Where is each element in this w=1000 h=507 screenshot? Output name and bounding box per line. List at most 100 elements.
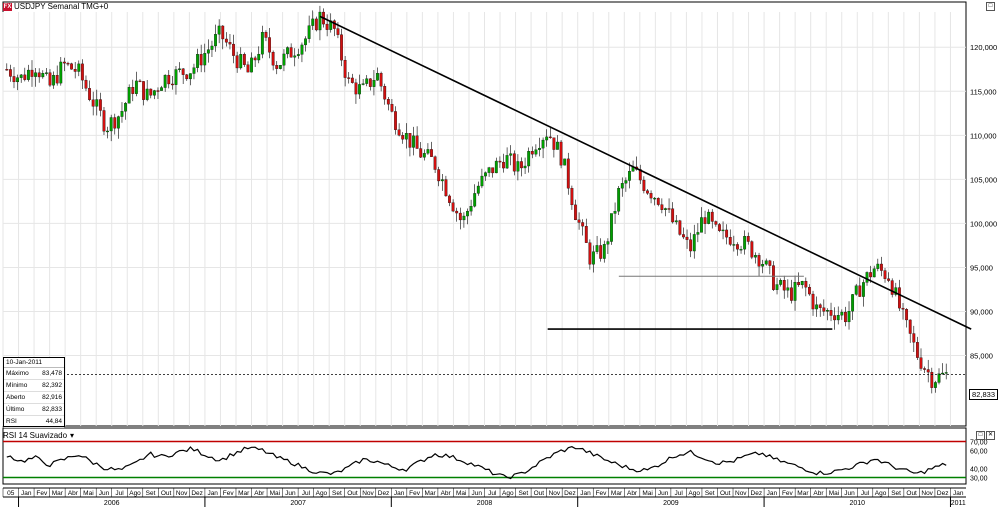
candle-body xyxy=(757,255,761,267)
year-label: 2009 xyxy=(663,500,679,507)
month-label: Set xyxy=(518,490,528,497)
month-label: Set xyxy=(891,490,901,497)
month-label: Out xyxy=(534,490,545,497)
month-label: Mar xyxy=(611,490,623,497)
candle-body xyxy=(264,31,268,38)
month-label: Mai xyxy=(829,490,839,497)
candle-body xyxy=(242,54,246,65)
rsi-panel-title[interactable]: RSI 14 Suavizado ▾ xyxy=(3,431,74,440)
info-row: Máximo 83,478 xyxy=(4,368,64,380)
candle-body xyxy=(786,287,790,291)
month-label: Nov xyxy=(735,490,747,497)
month-label: Set xyxy=(705,490,715,497)
y-tick-label: 90,000 xyxy=(970,307,993,316)
candle-body xyxy=(602,244,606,259)
rsi-tick-label: 60,00 xyxy=(970,449,988,456)
candle-body xyxy=(743,236,747,250)
candle-body xyxy=(768,260,772,266)
candle-body xyxy=(476,185,480,194)
candle-body xyxy=(682,234,685,238)
candle-body xyxy=(736,244,739,250)
candle-body xyxy=(570,188,574,206)
panel-close-icon[interactable]: ✕ xyxy=(986,431,995,440)
candle-body xyxy=(426,149,430,154)
info-row: Aberto 82,916 xyxy=(4,392,64,404)
candle-body xyxy=(293,55,297,58)
month-label: Jun xyxy=(844,490,855,497)
candle-body xyxy=(620,183,624,189)
candle-body xyxy=(73,69,77,72)
y-tick-label: 120,000 xyxy=(970,43,997,52)
month-label: Nov xyxy=(921,490,933,497)
info-row: Mínimo 82,392 xyxy=(4,380,64,392)
candle-body xyxy=(102,110,106,132)
candle-body xyxy=(466,210,469,217)
month-label: Jan xyxy=(953,490,964,497)
month-label: 05 xyxy=(7,490,15,497)
month-label: Out xyxy=(161,490,172,497)
candle-body xyxy=(185,74,189,80)
candle-body xyxy=(836,315,840,321)
candle-body xyxy=(217,25,221,35)
candle-body xyxy=(275,65,279,69)
chart-title-bar[interactable]: FX USDJPY Semanal TMG+0 xyxy=(3,2,108,11)
dropdown-arrow-icon[interactable]: ▾ xyxy=(70,431,75,440)
candle-body xyxy=(894,287,898,295)
candle-body xyxy=(563,158,567,166)
candle-body xyxy=(908,319,912,334)
month-label: Nov xyxy=(362,490,374,497)
y-tick-label: 110,000 xyxy=(970,131,997,140)
month-label: Mar xyxy=(797,490,809,497)
candle-body xyxy=(354,82,358,95)
candle-body xyxy=(66,62,70,65)
month-label: Dez xyxy=(378,490,390,497)
month-label: Fev xyxy=(36,490,48,497)
month-label: Jul xyxy=(302,490,311,497)
candle-body xyxy=(509,153,513,156)
candle-body xyxy=(350,77,354,83)
candle-body xyxy=(775,284,779,290)
candle-body xyxy=(48,72,52,86)
candle-body xyxy=(689,239,693,252)
candle-body xyxy=(228,42,232,45)
candle-body xyxy=(487,167,491,173)
candle-body xyxy=(944,372,948,374)
candle-body xyxy=(685,236,689,240)
candle-body xyxy=(919,357,923,369)
candle-body xyxy=(880,263,883,271)
candle-body xyxy=(253,57,257,61)
candle-body xyxy=(746,236,750,242)
info-row: Último 82,833 xyxy=(4,404,64,416)
rsi-tick-label: 70,00 xyxy=(970,440,988,447)
candle-body xyxy=(113,117,117,129)
data-window: 10-Jan-2011 Máximo 83,478 Mínimo 82,392 … xyxy=(3,357,65,428)
month-label: Mai xyxy=(270,490,280,497)
panel-maximize-icon[interactable]: □ xyxy=(976,431,985,440)
month-label: Abr xyxy=(254,490,265,497)
candle-body xyxy=(664,208,667,210)
candle-body xyxy=(26,69,30,80)
candle-body xyxy=(469,206,473,212)
candle-body xyxy=(552,137,556,150)
candle-body xyxy=(91,99,95,107)
month-label: Dez xyxy=(564,490,576,497)
info-label: Máximo xyxy=(6,370,29,377)
candle-body xyxy=(538,147,541,150)
candle-body xyxy=(106,130,109,133)
candle-body xyxy=(34,72,38,77)
candle-body xyxy=(289,47,293,58)
month-label: Jul xyxy=(674,490,683,497)
candle-body xyxy=(304,38,307,46)
candle-body xyxy=(174,69,178,85)
candle-body xyxy=(883,270,887,279)
candle-body xyxy=(671,208,675,223)
candle-body xyxy=(142,81,145,100)
candle-body xyxy=(116,116,120,129)
maximize-icon[interactable]: □ xyxy=(986,2,995,11)
candle-body xyxy=(383,86,387,100)
candle-body xyxy=(516,161,520,172)
candle-body xyxy=(88,88,91,100)
month-label: Abr xyxy=(813,490,824,497)
